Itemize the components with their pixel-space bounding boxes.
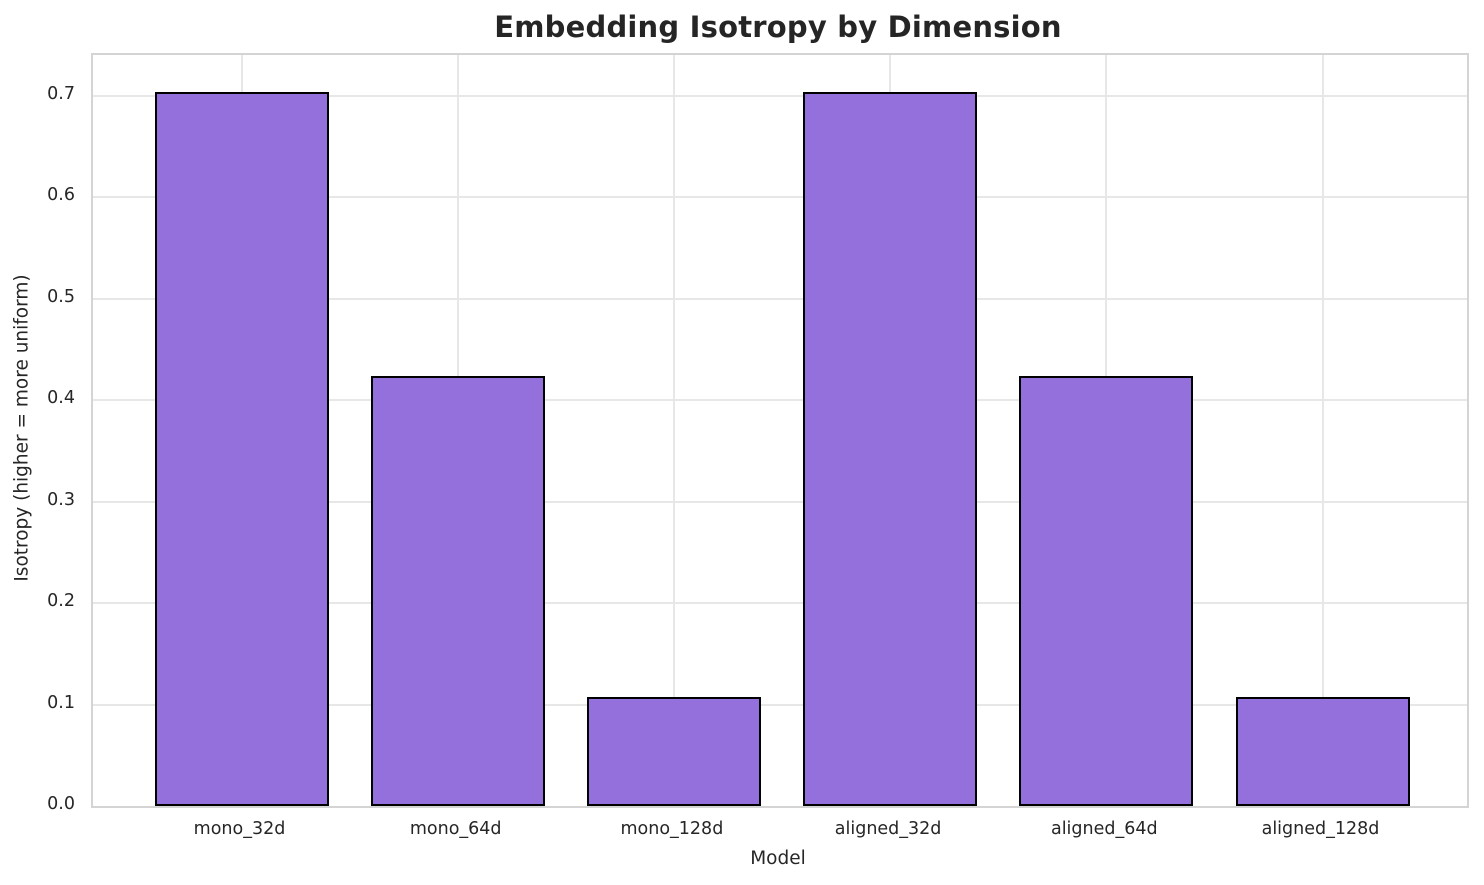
bar-aligned_64d [1019,376,1194,806]
bar-mono_64d [370,376,545,806]
y-gridline [93,703,1467,706]
y-axis-label: Isotropy (higher = more uniform) [11,274,33,582]
x-axis-label: Model [750,848,806,869]
x-tick-label-mono_32d: mono_32d [193,819,286,839]
y-gridline [93,399,1467,402]
x-tick-label-aligned_128d: aligned_128d [1261,819,1380,839]
y-tick-label: 0.6 [47,185,75,206]
bar-aligned_128d [1235,697,1410,806]
y-tick-label: 0.5 [47,286,75,307]
x-tick-label-aligned_64d: aligned_64d [1050,819,1158,839]
y-tick-label: 0.3 [47,489,75,510]
bar-mono_32d [154,92,329,806]
y-tick-label: 0.1 [47,692,75,713]
x-tick-label-mono_128d: mono_128d [620,819,724,839]
y-gridline [93,297,1467,300]
y-tick-label: 0.7 [47,83,75,104]
y-tick-label: 0.2 [47,591,75,612]
y-tick-label: 0.4 [47,388,75,409]
y-gridline [93,602,1467,605]
x-gridline [1321,55,1324,806]
y-gridline [93,196,1467,199]
bar-mono_128d [586,697,761,806]
y-gridline [93,94,1467,97]
bar-aligned_32d [803,92,978,806]
y-gridline [93,500,1467,503]
x-gridline [672,55,675,806]
y-tick-label: 0.0 [47,794,75,814]
chart-title: Embedding Isotropy by Dimension [494,10,1062,44]
x-tick-label-mono_64d: mono_64d [409,819,502,839]
x-tick-label-aligned_32d: aligned_32d [834,819,942,839]
plot-area [91,53,1469,808]
